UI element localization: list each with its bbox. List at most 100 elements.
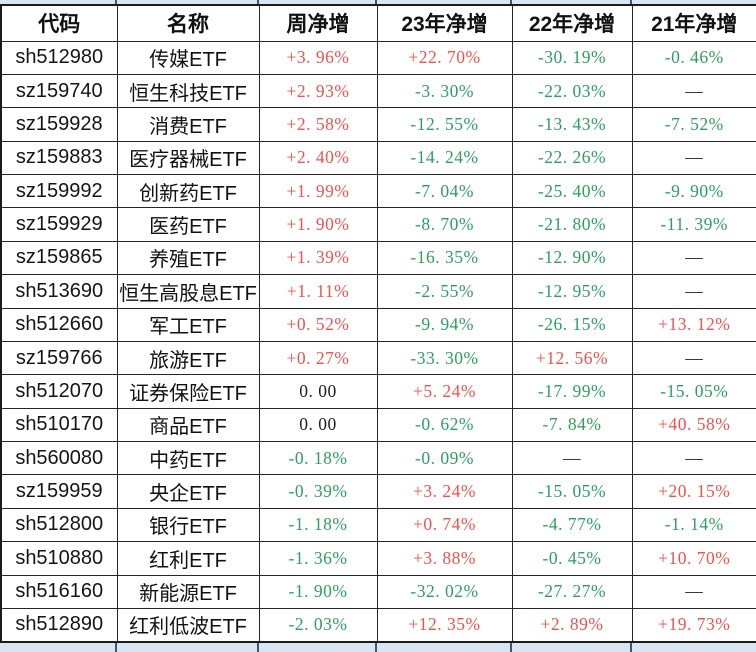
- cell-2023-net: +12. 35%: [376, 607, 513, 643]
- table-row: sz159740 恒生科技ETF +2. 93% -3. 30% -22. 03% —: [0, 73, 756, 109]
- cell-2021-net: —: [631, 73, 756, 109]
- cell-code: sz159929: [0, 207, 118, 242]
- gridline-mark: [630, 643, 632, 652]
- table-row: sz159865 养殖ETF +1. 39% -16. 35% -12. 90% —: [0, 240, 756, 276]
- cell-2022-net: -0. 45%: [511, 541, 633, 576]
- cell-code: sh512800: [0, 507, 118, 543]
- cell-week-net: +0. 27%: [258, 340, 378, 376]
- cell-code: sz159992: [0, 173, 118, 209]
- cell-2021-net: —: [631, 240, 756, 276]
- cell-week-net: +2. 93%: [258, 73, 378, 109]
- cell-code: sz159928: [0, 107, 118, 142]
- table-row: sz159766 旅游ETF +0. 27% -33. 30% +12. 56% —: [0, 340, 756, 376]
- cell-2022-net: -27. 27%: [511, 574, 633, 609]
- column-header-2023-net: 23年净增: [376, 4, 513, 42]
- cell-code: sz159959: [0, 474, 118, 509]
- gridline-mark: [510, 643, 512, 652]
- cell-2022-net: -25. 40%: [511, 173, 633, 209]
- cell-week-net: +1. 90%: [258, 207, 378, 242]
- cell-name: 红利ETF: [116, 541, 260, 576]
- header-row: 代码 名称 周净增 23年净增 22年净增 21年净增: [0, 4, 756, 42]
- cell-2022-net: -13. 43%: [511, 107, 633, 142]
- cell-2022-net: +12. 56%: [511, 340, 633, 376]
- cell-2023-net: -16. 35%: [376, 240, 513, 276]
- column-header-2022-net: 22年净增: [511, 4, 633, 42]
- cell-name: 中药ETF: [116, 440, 260, 476]
- cell-week-net: -0. 39%: [258, 474, 378, 509]
- cell-2023-net: -0. 09%: [376, 440, 513, 476]
- adjacent-row-sliver-bottom: [0, 643, 756, 652]
- cell-2021-net: -9. 90%: [631, 173, 756, 209]
- gridline-mark: [510, 0, 512, 4]
- cell-2022-net: -12. 90%: [511, 240, 633, 276]
- cell-2023-net: -0. 62%: [376, 407, 513, 443]
- cell-2023-net: -9. 94%: [376, 307, 513, 342]
- etf-net-increase-table: 代码 名称 周净增 23年净增 22年净增 21年净增 sh512980 传媒ET…: [0, 4, 756, 643]
- cell-2023-net: -33. 30%: [376, 340, 513, 376]
- cell-code: sh512890: [0, 607, 118, 643]
- cell-2021-net: —: [631, 440, 756, 476]
- table-body: sh512980 传媒ETF +3. 96% +22. 70% -30. 19% -0. …: [0, 40, 756, 643]
- cell-2021-net: -7. 52%: [631, 107, 756, 142]
- cell-week-net: 0. 00: [258, 407, 378, 443]
- cell-2022-net: -7. 84%: [511, 407, 633, 443]
- cell-2022-net: -22. 03%: [511, 73, 633, 109]
- cell-2021-net: —: [631, 274, 756, 309]
- cell-week-net: +1. 99%: [258, 173, 378, 209]
- gridline-mark: [257, 0, 259, 4]
- cell-2021-net: -0. 46%: [631, 40, 756, 75]
- cell-2022-net: -15. 05%: [511, 474, 633, 509]
- cell-week-net: -1. 18%: [258, 507, 378, 543]
- gridline-mark: [375, 0, 377, 4]
- column-header-code: 代码: [0, 4, 118, 42]
- table-row: sz159928 消费ETF +2. 58% -12. 55% -13. 43% -7. …: [0, 107, 756, 142]
- cell-2022-net: -30. 19%: [511, 40, 633, 75]
- cell-2023-net: -14. 24%: [376, 140, 513, 176]
- cell-2023-net: +3. 24%: [376, 474, 513, 509]
- table-row: sh512660 军工ETF +0. 52% -9. 94% -26. 15% +13. …: [0, 307, 756, 342]
- cell-week-net: -0. 18%: [258, 440, 378, 476]
- cell-2021-net: +13. 12%: [631, 307, 756, 342]
- cell-2023-net: -12. 55%: [376, 107, 513, 142]
- cell-name: 恒生高股息ETF: [116, 274, 260, 309]
- cell-name: 军工ETF: [116, 307, 260, 342]
- cell-code: sh510880: [0, 541, 118, 576]
- cell-code: sh512660: [0, 307, 118, 342]
- cell-code: sz159766: [0, 340, 118, 376]
- cell-2023-net: -7. 04%: [376, 173, 513, 209]
- cell-2023-net: +22. 70%: [376, 40, 513, 75]
- column-header-week-net: 周净增: [258, 4, 378, 42]
- cell-2022-net: -22. 26%: [511, 140, 633, 176]
- cell-name: 商品ETF: [116, 407, 260, 443]
- cell-2021-net: —: [631, 574, 756, 609]
- cell-name: 央企ETF: [116, 474, 260, 509]
- cell-week-net: +0. 52%: [258, 307, 378, 342]
- cell-week-net: +2. 40%: [258, 140, 378, 176]
- cell-week-net: +1. 39%: [258, 240, 378, 276]
- table-row: sz159929 医药ETF +1. 90% -8. 70% -21. 80% -11. …: [0, 207, 756, 242]
- cell-name: 消费ETF: [116, 107, 260, 142]
- cell-2021-net: -1. 14%: [631, 507, 756, 543]
- cell-name: 银行ETF: [116, 507, 260, 543]
- table-row: sh512800 银行ETF -1. 18% +0. 74% -4. 77% -1. 14…: [0, 507, 756, 543]
- column-header-name: 名称: [116, 4, 260, 42]
- cell-week-net: -1. 36%: [258, 541, 378, 576]
- cell-name: 旅游ETF: [116, 340, 260, 376]
- cell-code: sz159865: [0, 240, 118, 276]
- cell-code: sh516160: [0, 574, 118, 609]
- cell-code: sh513690: [0, 274, 118, 309]
- cell-week-net: -2. 03%: [258, 607, 378, 643]
- table-row: sz159992 创新药ETF +1. 99% -7. 04% -25. 40% -9. …: [0, 173, 756, 209]
- table-row: sh560080 中药ETF -0. 18% -0. 09% — —: [0, 440, 756, 476]
- cell-2023-net: -32. 02%: [376, 574, 513, 609]
- cell-week-net: -1. 90%: [258, 574, 378, 609]
- table-row: sz159883 医疗器械ETF +2. 40% -14. 24% -22. 26% —: [0, 140, 756, 176]
- cell-2023-net: -2. 55%: [376, 274, 513, 309]
- cell-2023-net: +3. 88%: [376, 541, 513, 576]
- gridline-mark: [115, 0, 117, 4]
- cell-code: sh512980: [0, 40, 118, 75]
- cell-2022-net: +2. 89%: [511, 607, 633, 643]
- cell-name: 传媒ETF: [116, 40, 260, 75]
- table-row: sz159959 央企ETF -0. 39% +3. 24% -15. 05% +20. …: [0, 474, 756, 509]
- table-row: sh516160 新能源ETF -1. 90% -32. 02% -27. 27% —: [0, 574, 756, 609]
